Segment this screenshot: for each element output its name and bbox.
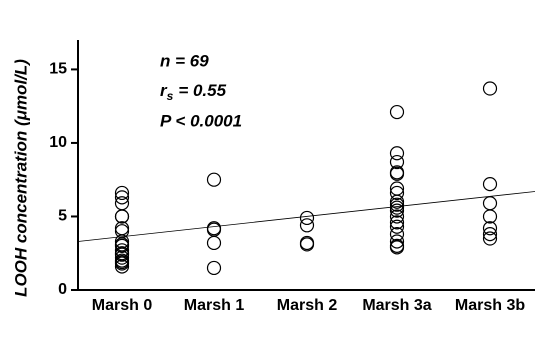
point <box>114 209 130 224</box>
point <box>389 197 405 212</box>
point <box>389 166 405 181</box>
point <box>114 196 130 211</box>
point <box>114 250 130 265</box>
point <box>114 238 130 253</box>
point <box>389 146 405 161</box>
point <box>389 203 405 218</box>
annotation: n = 69 <box>160 51 209 70</box>
x-tick-label: Marsh 1 <box>184 297 245 314</box>
x-tick-label: Marsh 3b <box>455 297 525 314</box>
point <box>389 194 405 209</box>
point <box>114 247 130 262</box>
point <box>482 227 498 242</box>
point <box>299 210 315 226</box>
point <box>389 240 405 255</box>
point <box>389 154 405 170</box>
point <box>299 237 315 252</box>
point <box>389 185 405 201</box>
trend-line <box>77 191 536 242</box>
point <box>389 209 405 224</box>
x-tick-label: Marsh 0 <box>92 297 153 314</box>
annotation-subscript: s <box>167 89 174 103</box>
point <box>482 209 498 224</box>
point <box>389 215 405 230</box>
x-tick-label: Marsh 3a <box>362 297 431 314</box>
y-tick-label: 10 <box>49 134 67 151</box>
point <box>389 234 405 249</box>
point <box>114 185 130 201</box>
annotation: P < 0.0001 <box>160 111 242 130</box>
y-axis-label: LOOH concentration (μmol/L) <box>11 59 30 297</box>
point <box>389 104 405 120</box>
annotation-symbol: r <box>160 81 168 100</box>
point <box>206 172 222 187</box>
annotation: rs = 0.55 <box>160 81 227 103</box>
y-tick-label: 5 <box>58 208 67 225</box>
x-tick-label: Marsh 2 <box>277 297 338 314</box>
point <box>389 219 405 234</box>
point <box>482 231 498 246</box>
point <box>482 196 498 211</box>
point <box>114 256 130 271</box>
y-tick-label: 15 <box>49 61 67 78</box>
point <box>114 190 130 205</box>
point <box>206 235 222 251</box>
point <box>206 260 222 276</box>
point <box>299 218 315 233</box>
point <box>482 221 498 236</box>
annotation-value: = 0.55 <box>178 81 226 100</box>
point <box>114 221 130 236</box>
point <box>114 224 130 239</box>
point <box>482 177 498 192</box>
y-tick-label: 0 <box>58 281 67 298</box>
point <box>482 81 498 96</box>
point <box>389 227 405 242</box>
point <box>114 259 130 274</box>
